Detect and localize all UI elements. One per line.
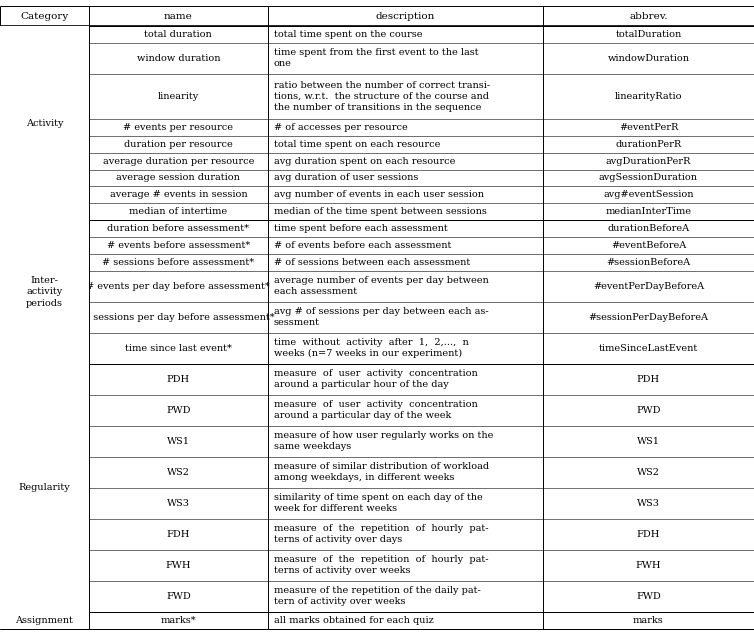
Text: PWD: PWD <box>636 406 661 415</box>
Text: Activity: Activity <box>26 119 63 128</box>
Text: WS2: WS2 <box>167 468 190 477</box>
Text: # sessions before assessment*: # sessions before assessment* <box>103 258 254 267</box>
Text: # sessions per day before assessment*: # sessions per day before assessment* <box>82 312 274 322</box>
Bar <box>0 612 89 629</box>
Text: Category: Category <box>20 11 69 21</box>
Text: #sessionBeforeA: #sessionBeforeA <box>606 258 691 267</box>
Text: measure  of  user  activity  concentration
around a particular hour of the day: measure of user activity concentration a… <box>274 370 477 389</box>
Text: median of the time spent between sessions: median of the time spent between session… <box>274 207 486 216</box>
Bar <box>0 220 89 364</box>
Text: FWH: FWH <box>166 561 191 570</box>
Text: time spent from the first event to the last
one: time spent from the first event to the l… <box>274 48 478 68</box>
Text: durationPerR: durationPerR <box>615 140 682 149</box>
Text: marks*: marks* <box>161 616 196 625</box>
Text: durationBeforeA: durationBeforeA <box>608 224 689 233</box>
Text: average duration per resource: average duration per resource <box>103 157 254 166</box>
Text: FDH: FDH <box>167 530 190 538</box>
Text: FWD: FWD <box>166 592 191 601</box>
Text: measure  of  the  repetition  of  hourly  pat-
terns of activity over days: measure of the repetition of hourly pat-… <box>274 525 488 544</box>
Text: #eventPerDayBeforeA: #eventPerDayBeforeA <box>593 282 704 291</box>
Text: ratio between the number of correct transi-
tions, w.r.t.  the structure of the : ratio between the number of correct tran… <box>274 81 490 112</box>
Text: marks: marks <box>633 616 664 625</box>
Text: PDH: PDH <box>637 375 660 384</box>
Text: avgSessionDuration: avgSessionDuration <box>599 173 698 182</box>
Text: avg duration of user sessions: avg duration of user sessions <box>274 173 418 182</box>
Text: name: name <box>164 11 193 21</box>
Text: avgDurationPerR: avgDurationPerR <box>605 157 691 166</box>
Text: linearityRatio: linearityRatio <box>615 92 682 101</box>
Text: # events per resource: # events per resource <box>124 123 233 132</box>
Text: average session duration: average session duration <box>116 173 241 182</box>
Text: time since last event*: time since last event* <box>125 344 231 352</box>
Text: linearity: linearity <box>158 92 199 101</box>
Text: WS3: WS3 <box>167 498 190 508</box>
Text: WS2: WS2 <box>637 468 660 477</box>
Text: measure  of  user  activity  concentration
around a particular day of the week: measure of user activity concentration a… <box>274 401 477 420</box>
Text: total duration: total duration <box>145 30 212 39</box>
Text: average # events in session: average # events in session <box>109 190 247 199</box>
Text: abbrev.: abbrev. <box>629 11 668 21</box>
Text: average number of events per day between
each assessment: average number of events per day between… <box>274 276 489 296</box>
Text: time  without  activity  after  1,  2,...,  n
weeks (n=7 weeks in our experiment: time without activity after 1, 2,..., n … <box>274 338 468 358</box>
Text: Regularity: Regularity <box>19 483 70 492</box>
Text: WS3: WS3 <box>637 498 660 508</box>
Bar <box>0 364 89 612</box>
Text: total time spent on each resource: total time spent on each resource <box>274 140 440 149</box>
Text: duration per resource: duration per resource <box>124 140 233 149</box>
Text: duration before assessment*: duration before assessment* <box>107 224 250 233</box>
Text: medianInterTime: medianInterTime <box>605 207 691 216</box>
Text: FWD: FWD <box>636 592 661 601</box>
Text: window duration: window duration <box>136 54 220 63</box>
Text: # of accesses per resource: # of accesses per resource <box>274 123 407 132</box>
Text: total time spent on the course: total time spent on the course <box>274 30 422 39</box>
Text: # of events before each assessment: # of events before each assessment <box>274 241 451 250</box>
Text: measure of how user regularly works on the
same weekdays: measure of how user regularly works on t… <box>274 431 493 451</box>
Text: avg number of events in each user session: avg number of events in each user sessio… <box>274 190 484 199</box>
Text: measure  of  the  repetition  of  hourly  pat-
terns of activity over weeks: measure of the repetition of hourly pat-… <box>274 556 488 575</box>
Text: #eventPerR: #eventPerR <box>619 123 678 132</box>
Text: timeSinceLastEvent: timeSinceLastEvent <box>599 344 698 352</box>
Text: #eventBeforeA: #eventBeforeA <box>611 241 686 250</box>
Text: avg # of sessions per day between each as-
sessment: avg # of sessions per day between each a… <box>274 307 489 327</box>
Text: windowDuration: windowDuration <box>608 54 689 63</box>
Text: WS1: WS1 <box>167 437 190 446</box>
Text: totalDuration: totalDuration <box>615 30 682 39</box>
Text: avg duration spent on each resource: avg duration spent on each resource <box>274 157 455 166</box>
Text: # events before assessment*: # events before assessment* <box>107 241 250 250</box>
Text: median of intertime: median of intertime <box>129 207 228 216</box>
Bar <box>0 26 89 220</box>
Text: # of sessions between each assessment: # of sessions between each assessment <box>274 258 470 267</box>
Text: PWD: PWD <box>166 406 191 415</box>
Text: FWH: FWH <box>636 561 661 570</box>
Text: all marks obtained for each quiz: all marks obtained for each quiz <box>274 616 434 625</box>
Text: Assignment: Assignment <box>16 616 73 625</box>
Text: similarity of time spent on each day of the
week for different weeks: similarity of time spent on each day of … <box>274 493 483 513</box>
Text: PDH: PDH <box>167 375 190 384</box>
Text: avg#eventSession: avg#eventSession <box>603 190 694 199</box>
Text: measure of the repetition of the daily pat-
tern of activity over weeks: measure of the repetition of the daily p… <box>274 586 480 606</box>
Text: FDH: FDH <box>636 530 661 538</box>
Text: #sessionPerDayBeforeA: #sessionPerDayBeforeA <box>588 312 709 322</box>
Text: time spent before each assessment: time spent before each assessment <box>274 224 447 233</box>
Text: Inter-
activity
periods: Inter- activity periods <box>26 276 63 307</box>
Text: measure of similar distribution of workload
among weekdays, in different weeks: measure of similar distribution of workl… <box>274 462 489 482</box>
Text: description: description <box>375 11 435 21</box>
Text: WS1: WS1 <box>637 437 660 446</box>
Text: # events per day before assessment*: # events per day before assessment* <box>87 282 270 291</box>
